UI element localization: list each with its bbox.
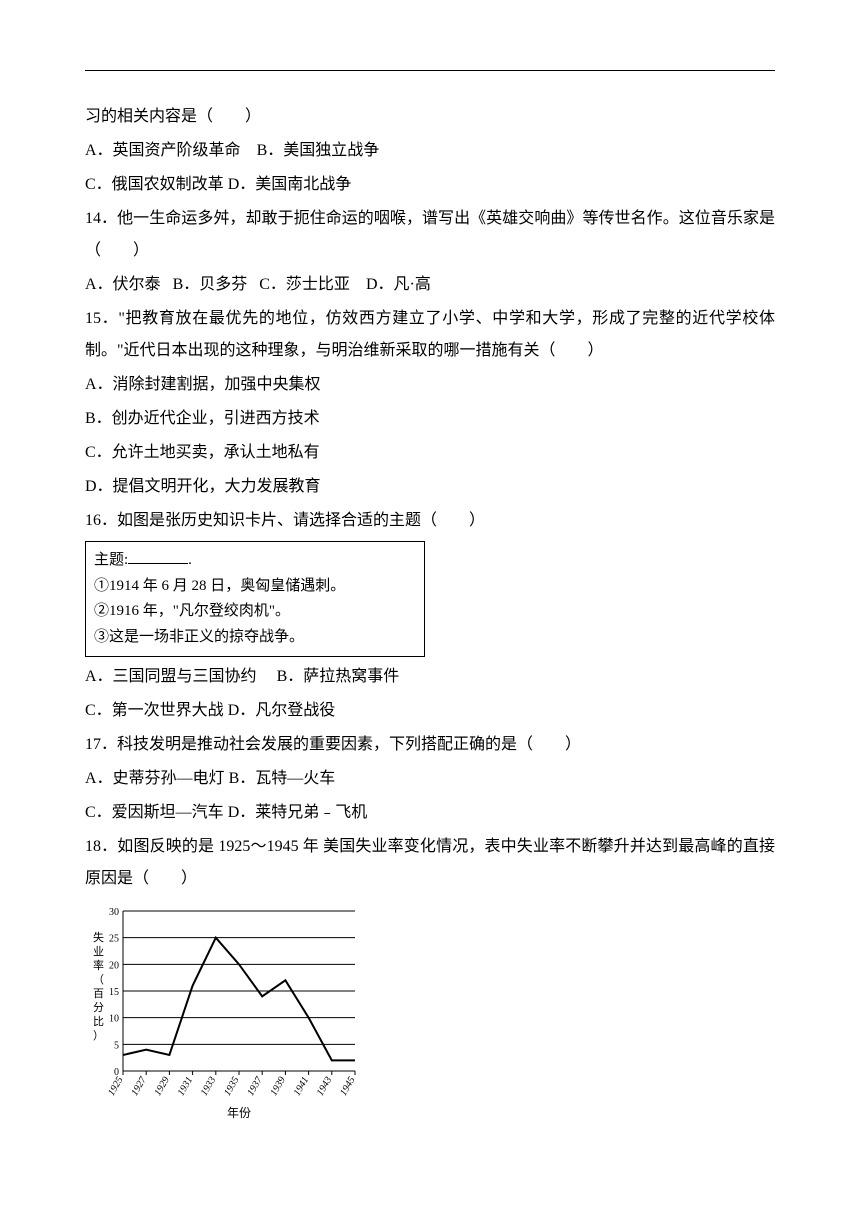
card-line2: ②1916 年，"凡尔登绞肉机"。: [94, 599, 416, 625]
q16-opt-a: A．三国同盟与三国协约: [85, 668, 257, 685]
card-blank: [128, 549, 188, 564]
svg-text:1939: 1939: [268, 1075, 288, 1098]
svg-text:20: 20: [109, 960, 119, 971]
svg-text:1945: 1945: [338, 1075, 358, 1098]
q16-card: 主题:. ①1914 年 6 月 28 日，奥匈皇储遇刺。 ②1916 年，"凡…: [85, 541, 425, 657]
horizontal-rule: [85, 70, 775, 71]
q17-opt-c: C．爱因斯坦—汽车: [85, 804, 224, 821]
card-line3: ③这是一场非正义的掠夺战争。: [94, 625, 416, 651]
q14-opt-c: C．莎士比亚: [259, 276, 350, 293]
svg-text:年份: 年份: [227, 1106, 251, 1120]
svg-text:15: 15: [109, 987, 119, 998]
svg-text:百: 百: [93, 988, 104, 1000]
q17-options-row1: A．史蒂芬孙—电灯 B．瓦特—火车: [85, 763, 775, 795]
q16-opt-b: B．萨拉热窝事件: [277, 668, 400, 685]
svg-text:1935: 1935: [222, 1075, 242, 1098]
q15-opt-c: C．允许土地买卖，承认土地私有: [85, 437, 775, 469]
q13-opt-b: B．美国独立战争: [257, 142, 380, 159]
q16-options-row1: A．三国同盟与三国协约 B．萨拉热窝事件: [85, 661, 775, 693]
q13-opt-a: A．英国资产阶级革命: [85, 142, 241, 159]
card-line1: ①1914 年 6 月 28 日，奥匈皇储遇刺。: [94, 574, 416, 600]
svg-text:（: （: [93, 973, 104, 986]
q13-opt-d: D．美国南北战争: [228, 176, 352, 193]
q15-opt-b: B．创办近代企业，引进西方技术: [85, 403, 775, 435]
svg-text:1941: 1941: [292, 1075, 312, 1098]
q13-options-row2: C．俄国农奴制改革 D．美国南北战争: [85, 169, 775, 201]
svg-text:5: 5: [114, 1040, 119, 1051]
q15-stem: 15．"把教育放在最优先的地位，仿效西方建立了小学、中学和大学，形成了完整的近代…: [85, 303, 775, 367]
svg-text:失: 失: [93, 931, 104, 944]
card-title-row: 主题:.: [94, 548, 416, 574]
q13-opt-c: C．俄国农奴制改革: [85, 176, 224, 193]
svg-text:1929: 1929: [152, 1075, 172, 1098]
q16-opt-d: D．凡尔登战役: [228, 702, 336, 719]
unemployment-line-chart: 0510152025301925192719291931193319351937…: [85, 901, 365, 1121]
svg-text:1933: 1933: [199, 1075, 219, 1098]
svg-text:10: 10: [109, 1014, 119, 1025]
q18-stem: 18．如图反映的是 1925～1945 年 美国失业率变化情况，表中失业率不断攀…: [85, 831, 775, 895]
q17-stem: 17．科技发明是推动社会发展的重要因素，下列搭配正确的是（ ）: [85, 729, 775, 761]
card-title-label: 主题:: [94, 552, 128, 568]
q15-opt-d: D．提倡文明开化，大力发展教育: [85, 471, 775, 503]
svg-text:1937: 1937: [245, 1074, 265, 1098]
q13-options-row1: A．英国资产阶级革命 B．美国独立战争: [85, 135, 775, 167]
svg-text:25: 25: [109, 934, 119, 945]
svg-text:分: 分: [93, 1001, 104, 1014]
svg-text:）: ）: [93, 1029, 104, 1042]
q17-opt-b: B．瓦特—火车: [229, 770, 336, 787]
q13-stem-tail: 习的相关内容是（ ）: [85, 101, 775, 133]
svg-text:业: 业: [93, 945, 104, 958]
q16-opt-c: C．第一次世界大战: [85, 702, 224, 719]
q17-opt-a: A．史蒂芬孙—电灯: [85, 770, 225, 787]
q14-opt-b: B．贝多芬: [173, 276, 248, 293]
svg-text:率: 率: [93, 958, 104, 972]
q14-opt-d: D．凡·高: [366, 276, 431, 293]
q17-options-row2: C．爱因斯坦—汽车 D．莱特兄弟﹣飞机: [85, 797, 775, 829]
q14-stem: 14．他一生命运多舛，却敢于扼住命运的咽喉，谱写出《英雄交响曲》等传世名作。这位…: [85, 203, 775, 267]
q16-stem: 16．如图是张历史知识卡片、请选择合适的主题（ ）: [85, 505, 775, 537]
svg-text:1925: 1925: [106, 1075, 126, 1098]
svg-text:1931: 1931: [176, 1075, 196, 1098]
svg-text:30: 30: [109, 907, 119, 918]
q15-opt-a: A．消除封建割据，加强中央集权: [85, 369, 775, 401]
svg-text:1927: 1927: [129, 1074, 149, 1098]
q17-opt-d: D．莱特兄弟﹣飞机: [228, 804, 368, 821]
q14-options: A．伏尔泰 B．贝多芬 C．莎士比亚 D．凡·高: [85, 269, 775, 301]
svg-text:1943: 1943: [315, 1075, 335, 1098]
q18-chart: 0510152025301925192719291931193319351937…: [85, 901, 365, 1121]
q16-options-row2: C．第一次世界大战 D．凡尔登战役: [85, 695, 775, 727]
q14-opt-a: A．伏尔泰: [85, 276, 161, 293]
svg-text:比: 比: [93, 1015, 104, 1028]
